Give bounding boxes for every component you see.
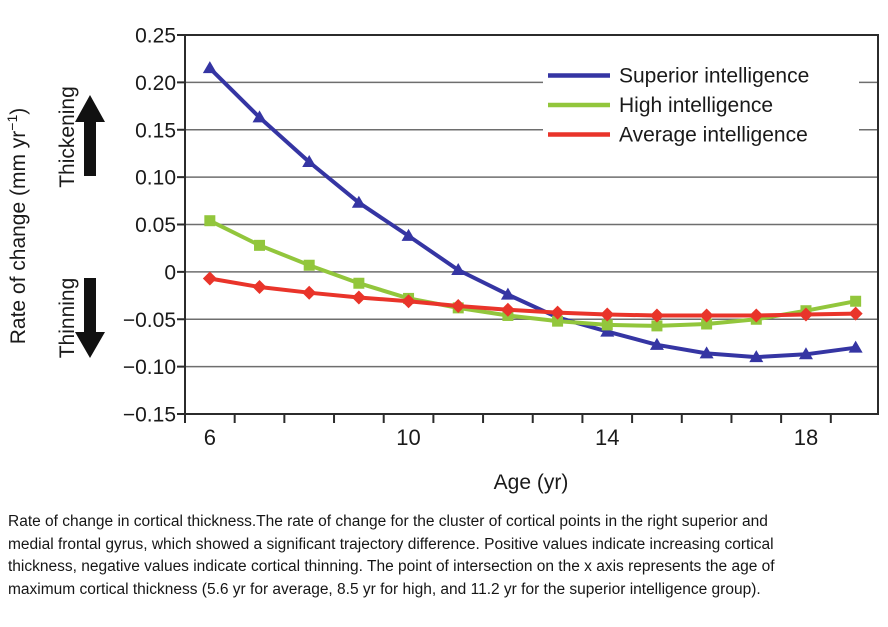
data-point-square xyxy=(701,318,713,330)
y-tick-label: 0.15 xyxy=(135,119,176,142)
data-point-diamond xyxy=(798,307,813,322)
thinning-label: Thinning xyxy=(56,278,79,359)
y-tick-label: 0.25 xyxy=(135,25,176,48)
data-point-triangle xyxy=(600,324,615,337)
thinning-arrow-icon xyxy=(75,278,105,358)
data-point-diamond xyxy=(451,298,466,313)
data-point-triangle xyxy=(202,61,217,74)
x-tick-label: 18 xyxy=(794,425,818,450)
thickening-arrow-icon xyxy=(75,95,105,176)
data-point-triangle xyxy=(848,340,863,353)
data-point-triangle xyxy=(500,287,515,300)
data-point-square xyxy=(601,319,613,331)
data-point-diamond xyxy=(649,308,664,323)
y-tick-label: 0 xyxy=(164,261,176,284)
cortical-thickness-chart: 0.25 0.20 0.15 0.10 0.05 0 −0.05 −0.10 −0.15 6 10 1… xyxy=(4,25,879,494)
legend: Superior intelligence High intelligence … xyxy=(548,65,809,147)
data-point-square xyxy=(204,215,216,227)
y-tick-label: −0.10 xyxy=(123,356,176,379)
data-point-triangle xyxy=(649,337,664,350)
caption-line: maximum cortical thickness (5.6 yr for a… xyxy=(8,580,761,598)
data-point-diamond xyxy=(749,308,764,323)
data-point-square xyxy=(552,315,564,327)
legend-label-superior: Superior intelligence xyxy=(619,65,809,88)
data-point-diamond xyxy=(848,306,863,321)
y-tick-label: 0.20 xyxy=(135,72,176,95)
x-tick-label: 10 xyxy=(396,425,420,450)
y-tick-label: 0.10 xyxy=(135,167,176,190)
thickening-label: Thickening xyxy=(56,86,79,188)
data-point-diamond xyxy=(600,307,615,322)
data-point-triangle xyxy=(699,346,714,359)
data-point-triangle xyxy=(252,110,267,123)
data-point-triangle xyxy=(749,350,764,363)
series-line xyxy=(209,276,856,318)
data-point-diamond xyxy=(252,280,267,295)
series-line xyxy=(208,66,856,360)
x-axis-title: Age (yr) xyxy=(494,471,569,494)
data-point-diamond xyxy=(202,271,217,286)
plot-frame xyxy=(184,34,879,415)
data-point-square xyxy=(651,320,663,332)
figure-caption: Rate of change in cortical thickness.The… xyxy=(8,511,882,601)
y-tick-label: 0.05 xyxy=(135,214,176,237)
data-point-triangle xyxy=(401,228,416,241)
y-tick-label: −0.15 xyxy=(123,404,176,427)
data-point-square xyxy=(353,277,365,289)
data-point-triangle xyxy=(798,347,813,360)
data-point-triangle xyxy=(451,262,466,275)
data-point-diamond xyxy=(500,302,515,317)
data-point-diamond xyxy=(550,305,565,320)
data-point-diamond xyxy=(351,290,366,305)
data-point-square xyxy=(850,295,862,307)
legend-label-high: High intelligence xyxy=(619,94,773,117)
data-point-square xyxy=(303,259,315,271)
y-axis-title: Rate of change (mm yr−1) xyxy=(4,108,30,345)
series-layer xyxy=(202,61,863,363)
caption-line: medial frontal gyrus, which showed a sig… xyxy=(8,535,774,553)
data-point-diamond xyxy=(302,285,317,300)
x-tick-label: 6 xyxy=(204,425,216,450)
data-point-triangle xyxy=(302,154,317,167)
caption-line: Rate of change in cortical thickness.The… xyxy=(8,513,768,530)
data-point-triangle xyxy=(351,195,366,208)
data-point-diamond xyxy=(401,294,416,309)
y-tick-label: −0.05 xyxy=(123,309,176,332)
series-line xyxy=(208,218,856,328)
data-point-diamond xyxy=(699,308,714,323)
legend-label-average: Average intelligence xyxy=(619,124,808,147)
caption-line: thickness, negative values indicate cort… xyxy=(8,558,775,576)
x-tick-label: 14 xyxy=(595,425,619,450)
data-point-square xyxy=(254,239,266,251)
